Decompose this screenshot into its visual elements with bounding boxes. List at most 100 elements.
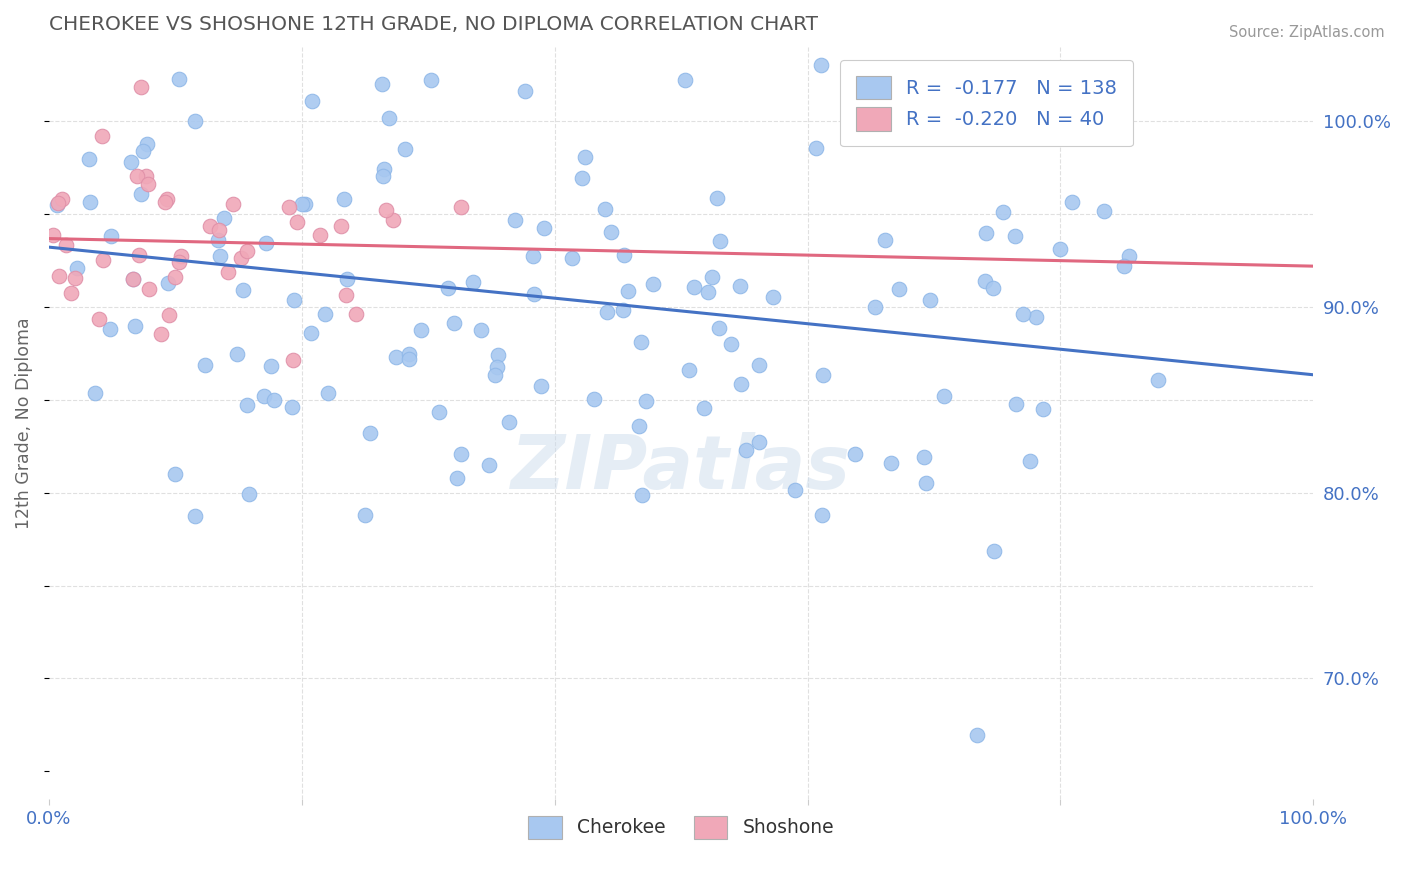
Point	[523, 287, 546, 301]
Point	[641, 277, 664, 292]
Point	[132, 144, 155, 158]
Point	[728, 279, 751, 293]
Point	[254, 235, 277, 250]
Point	[225, 347, 247, 361]
Point	[335, 288, 357, 302]
Point	[200, 219, 222, 233]
Point	[281, 401, 304, 415]
Point	[373, 161, 395, 176]
Text: CHEROKEE VS SHOSHONE 12TH GRADE, NO DIPLOMA CORRELATION CHART: CHEROKEE VS SHOSHONE 12TH GRADE, NO DIPL…	[49, 15, 818, 34]
Point	[709, 234, 731, 248]
Point	[236, 398, 259, 412]
Point	[299, 326, 322, 340]
Point	[80, 4, 103, 19]
Point	[79, 194, 101, 209]
Point	[283, 293, 305, 308]
Point	[183, 114, 205, 128]
Point	[981, 280, 1004, 294]
Point	[344, 307, 367, 321]
Point	[377, 111, 399, 125]
Point	[353, 508, 375, 522]
Point	[42, 227, 65, 242]
Point	[100, 229, 122, 244]
Point	[673, 72, 696, 87]
Point	[1032, 401, 1054, 416]
Point	[60, 285, 83, 300]
Point	[283, 353, 305, 368]
Point	[91, 128, 114, 143]
Point	[136, 177, 159, 191]
Point	[748, 435, 770, 450]
Point	[153, 195, 176, 210]
Point	[427, 404, 450, 418]
Point	[461, 275, 484, 289]
Point	[600, 225, 623, 239]
Point	[389, 25, 412, 39]
Point	[129, 186, 152, 201]
Point	[503, 213, 526, 227]
Point	[498, 415, 520, 429]
Point	[156, 192, 179, 206]
Point	[811, 508, 834, 523]
Point	[761, 290, 783, 304]
Point	[169, 71, 191, 86]
Point	[1004, 229, 1026, 244]
Point	[593, 202, 616, 216]
Point	[194, 358, 217, 372]
Point	[165, 269, 187, 284]
Point	[124, 318, 146, 333]
Point	[371, 169, 394, 183]
Point	[157, 276, 180, 290]
Point	[991, 205, 1014, 219]
Point	[918, 293, 941, 308]
Point	[595, 305, 617, 319]
Point	[915, 475, 938, 490]
Point	[748, 358, 770, 372]
Point	[63, 271, 86, 285]
Point	[385, 350, 408, 364]
Point	[1112, 260, 1135, 274]
Point	[138, 282, 160, 296]
Point	[484, 368, 506, 382]
Point	[224, 0, 246, 14]
Point	[804, 141, 827, 155]
Point	[398, 351, 420, 366]
Point	[136, 136, 159, 151]
Point	[1019, 453, 1042, 467]
Point	[55, 238, 77, 252]
Point	[571, 171, 593, 186]
Point	[630, 488, 652, 502]
Point	[121, 272, 143, 286]
Point	[48, 268, 70, 283]
Point	[120, 155, 142, 169]
Point	[783, 483, 806, 497]
Point	[627, 419, 650, 434]
Point	[450, 447, 472, 461]
Point	[170, 249, 193, 263]
Point	[437, 281, 460, 295]
Point	[966, 728, 988, 742]
Point	[278, 201, 301, 215]
Point	[529, 379, 551, 393]
Point	[561, 251, 583, 265]
Text: ZIPatlas: ZIPatlas	[512, 432, 851, 505]
Point	[333, 192, 356, 206]
Point	[443, 316, 465, 330]
Point	[125, 169, 148, 183]
Point	[974, 226, 997, 240]
Point	[128, 248, 150, 262]
Point	[336, 272, 359, 286]
Point	[470, 323, 492, 337]
Point	[184, 508, 207, 523]
Point	[263, 393, 285, 408]
Point	[222, 197, 245, 211]
Point	[291, 197, 314, 211]
Point	[165, 467, 187, 482]
Point	[446, 471, 468, 485]
Point	[700, 270, 723, 285]
Point	[735, 443, 758, 458]
Point	[129, 80, 152, 95]
Point	[486, 348, 509, 362]
Point	[381, 213, 404, 227]
Point	[1092, 203, 1115, 218]
